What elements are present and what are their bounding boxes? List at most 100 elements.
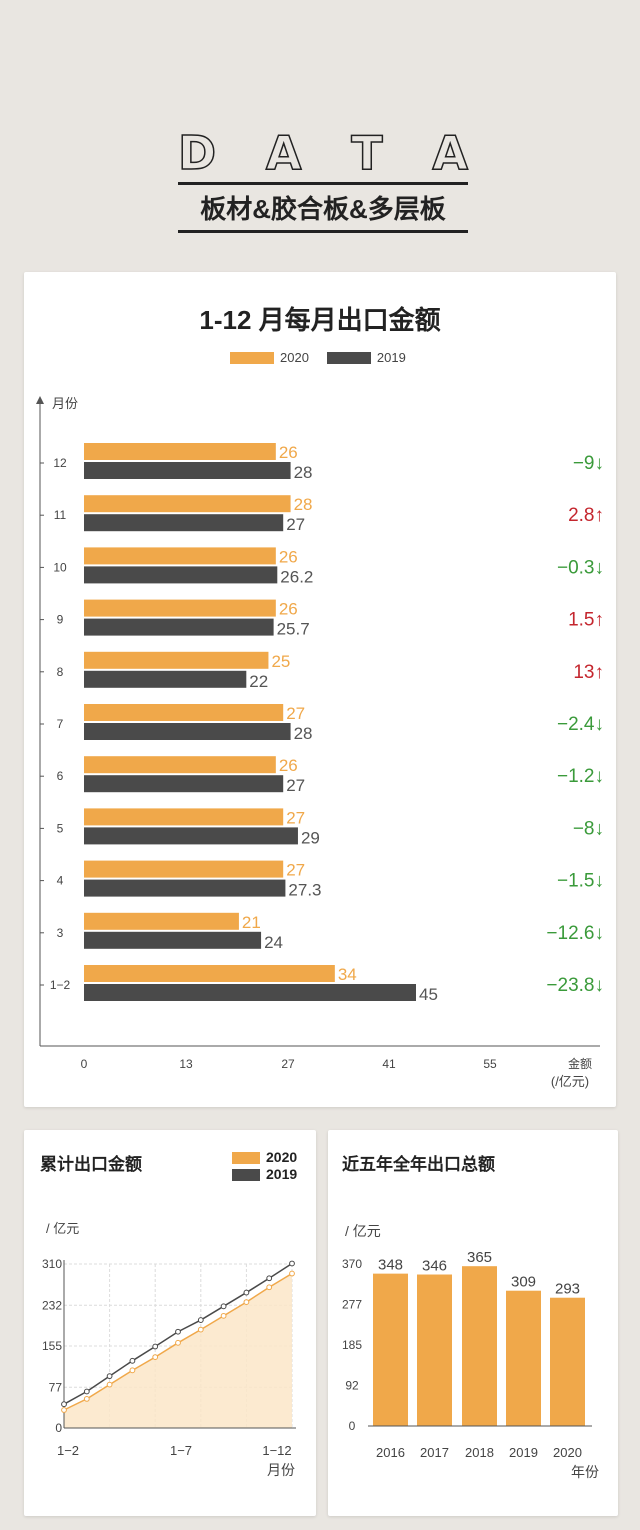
- point-2019: [289, 1260, 295, 1267]
- data-label-2020: 34: [338, 965, 357, 984]
- point-2019: [83, 1388, 90, 1395]
- annual-bar: [373, 1273, 408, 1426]
- x-tick-label: 41: [382, 1057, 396, 1071]
- y-tick-label: 277: [342, 1298, 362, 1312]
- x-tick-label: 1−7: [170, 1443, 192, 1458]
- annual-bar: [550, 1297, 585, 1426]
- bar-2019: [84, 462, 291, 479]
- bar-2020: [84, 860, 284, 878]
- x-tick-label: 2020: [553, 1445, 582, 1460]
- change-label: −1.2↓: [557, 766, 604, 787]
- bar-2019: [84, 566, 278, 584]
- legend-item-2019: 2019: [232, 1166, 297, 1183]
- data-label-2020: 26: [279, 547, 298, 566]
- point-2020: [243, 1299, 250, 1305]
- point-2019: [129, 1357, 136, 1364]
- point-2020: [61, 1407, 67, 1413]
- annual-bar: [506, 1290, 541, 1426]
- point-2019: [61, 1401, 67, 1408]
- bar-2020: [84, 599, 276, 617]
- bar-2019: [84, 670, 247, 688]
- point-2019: [266, 1275, 273, 1282]
- point-2020: [197, 1326, 204, 1333]
- x-tick-label: 1−2: [57, 1443, 79, 1458]
- data-label-2020: 28: [294, 495, 313, 514]
- change-label: −12.6↓: [546, 923, 604, 944]
- x-axis-label: 金额: [568, 1056, 592, 1071]
- data-label: 365: [467, 1249, 492, 1266]
- y-tick-label: 92: [345, 1379, 359, 1393]
- data-label-2020: 26: [279, 443, 298, 462]
- data-label-2019: 28: [294, 463, 313, 482]
- y-tick-label: 185: [342, 1338, 362, 1352]
- legend-item-2020: 2020: [230, 350, 309, 365]
- y-tick-label: 12: [53, 456, 67, 470]
- bar-2020: [84, 495, 291, 513]
- x-axis-unit: (/亿元): [551, 1074, 589, 1089]
- y-tick-label: 11: [54, 508, 67, 522]
- bar-2019: [84, 618, 274, 636]
- change-label: 13↑: [573, 662, 604, 683]
- data-label-2019: 28: [294, 724, 313, 743]
- legend-label-2019: 2019: [376, 350, 406, 365]
- y-tick-label: 6: [57, 769, 64, 783]
- y-tick-label: 0: [349, 1419, 356, 1433]
- header: D A T A 板材&胶合板&多层板: [177, 126, 469, 233]
- bar-2019: [84, 775, 284, 793]
- x-tick-label: 2019: [509, 1445, 538, 1460]
- bar-2020: [84, 651, 269, 669]
- data-label-2020: 26: [279, 600, 298, 619]
- y-axis-label: 月份: [52, 396, 78, 411]
- annual-chart-title: 近五年全年出口总额: [342, 1155, 495, 1174]
- y-axis-arrow: [36, 396, 44, 404]
- point-2019: [152, 1343, 159, 1350]
- bar-2020: [84, 965, 335, 982]
- x-tick-label: 27: [281, 1057, 295, 1071]
- y-tick-label: 77: [49, 1380, 63, 1394]
- bar-2020: [84, 443, 276, 460]
- data-letter: A: [265, 126, 302, 180]
- data-label-2019: 45: [419, 985, 438, 1004]
- point-2020: [83, 1396, 90, 1402]
- x-axis-label: 年份: [571, 1464, 599, 1480]
- data-letter: D: [177, 126, 217, 180]
- point-2020: [129, 1367, 136, 1374]
- data-label-2020: 21: [242, 913, 261, 932]
- point-2020: [152, 1354, 159, 1361]
- x-tick-label: 2018: [465, 1445, 494, 1460]
- legend-item-2020: 2020: [232, 1149, 297, 1166]
- point-2020: [175, 1339, 181, 1346]
- bar-2020: [84, 912, 239, 930]
- y-tick-label: 7: [57, 717, 64, 731]
- bar-2019: [84, 984, 416, 1001]
- y-axis-label: / 亿元: [46, 1221, 79, 1236]
- point-2020: [220, 1312, 227, 1319]
- point-2020: [266, 1284, 273, 1291]
- data-label-2019: 27.3: [288, 881, 321, 900]
- bar-2019: [84, 879, 286, 897]
- monthly-chart-title: 1-12 月每月出口金额: [199, 305, 441, 335]
- x-tick-label: 0: [81, 1057, 88, 1071]
- annual-bar: [462, 1266, 497, 1426]
- x-tick-label: 13: [179, 1057, 193, 1071]
- change-label: −0.3↓: [557, 557, 604, 578]
- y-tick-label: 310: [42, 1257, 62, 1271]
- data-label-2020: 27: [286, 704, 305, 723]
- legend-label-2020: 2020: [280, 350, 309, 365]
- y-tick-label: 5: [57, 821, 64, 835]
- legend-label-2020: 2020: [266, 1149, 298, 1165]
- page-subtitle: 板材&胶合板&多层板: [178, 182, 468, 233]
- bar-2019: [84, 723, 291, 740]
- y-tick-label: 10: [53, 560, 67, 574]
- change-label: 2.8↑: [568, 505, 604, 526]
- point-2019: [106, 1373, 113, 1380]
- legend-swatch-2020: [230, 351, 274, 364]
- area-2020: [64, 1273, 292, 1428]
- x-tick-label: 2016: [376, 1445, 405, 1460]
- data-label: 346: [422, 1258, 447, 1275]
- y-tick-label: 155: [42, 1339, 62, 1353]
- data-label-2019: 27: [286, 515, 305, 534]
- bar-2020: [84, 756, 276, 774]
- data-banner: D A T A: [177, 126, 468, 180]
- legend-label-2019: 2019: [266, 1166, 298, 1182]
